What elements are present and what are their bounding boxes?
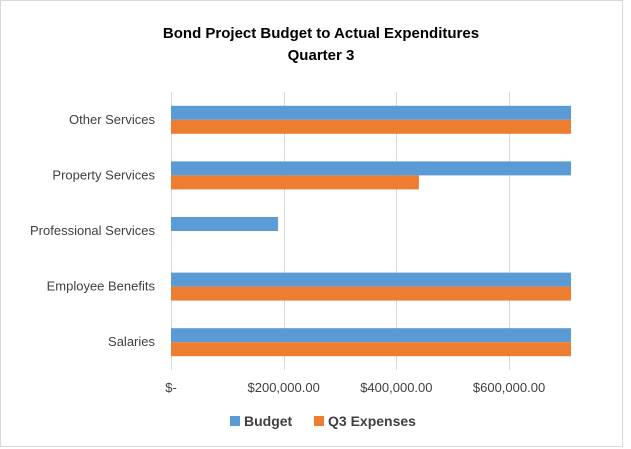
- chart-subtitle: Quarter 3: [288, 47, 355, 64]
- chart-title: Bond Project Budget to Actual Expenditur…: [163, 25, 479, 42]
- legend-label: Budget: [244, 413, 293, 429]
- x-tick-label: $-: [165, 380, 177, 395]
- bar-budget: [171, 272, 571, 287]
- legend: Budget Q3 Expenses: [230, 413, 416, 429]
- category-label: Property Services: [52, 167, 155, 182]
- bar-q3-expenses: [171, 342, 571, 357]
- legend-swatch: [230, 416, 240, 426]
- category-label: Other Services: [69, 112, 155, 127]
- category-label: Employee Benefits: [47, 279, 156, 294]
- bar-q3-expenses: [171, 175, 419, 190]
- x-tick-label: $400,000.00: [360, 380, 432, 395]
- bars: [171, 105, 571, 357]
- bar-budget: [171, 105, 571, 120]
- x-tick-label: $200,000.00: [248, 380, 320, 395]
- category-label: Salaries: [108, 334, 155, 349]
- legend-swatch: [314, 416, 324, 426]
- bar-q3-expenses: [171, 119, 571, 134]
- category-label: Professional Services: [30, 223, 155, 238]
- category-labels: Salaries Employee Benefits Professional Se…: [30, 112, 155, 349]
- bar-budget: [171, 161, 571, 176]
- x-tick-label: $600,000.00: [473, 380, 545, 395]
- bar-budget: [171, 328, 571, 343]
- legend-label: Q3 Expenses: [328, 413, 416, 429]
- bar-budget: [171, 217, 279, 231]
- bar-q3-expenses: [171, 286, 571, 301]
- x-axis-tick-labels: $- $200,000.00 $400,000.00 $600,000.00: [165, 380, 545, 395]
